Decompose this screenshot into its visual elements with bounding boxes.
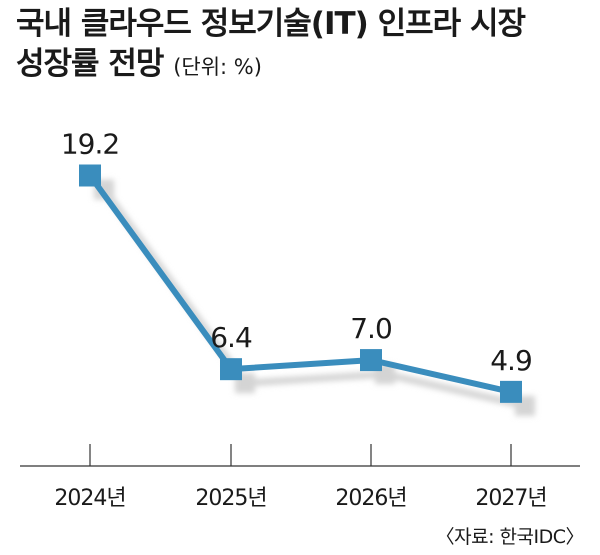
series-layer [79, 164, 522, 403]
data-label-3: 4.9 [490, 344, 532, 377]
title-line-1: 국내 클라우드 정보기술(IT) 인프라 시장 [16, 6, 526, 42]
x-tick-label-2: 2026년 [335, 486, 406, 511]
title-line-2: 성장률 전망 [16, 46, 164, 82]
data-label-1: 6.4 [210, 321, 252, 354]
x-axis: 2024년 2025년 2026년 2027년 [20, 444, 580, 511]
series-line [87, 173, 512, 395]
unit-label: (단위: %) [173, 55, 262, 79]
x-tick-label-0: 2024년 [54, 486, 125, 511]
data-point-3 [500, 380, 522, 403]
x-tick-label-1: 2025년 [195, 486, 266, 511]
data-label-0: 19.2 [61, 127, 119, 160]
source-note: 〈자료: 한국IDC〉 [435, 526, 585, 548]
data-label-2: 7.0 [350, 312, 392, 345]
label-layer: 19.2 6.4 7.0 4.9 [61, 127, 533, 377]
data-point-0 [79, 164, 101, 187]
data-point-1 [220, 358, 242, 381]
series-shadow [101, 187, 526, 410]
data-point-2 [360, 349, 382, 372]
x-tick-label-3: 2027년 [475, 486, 546, 511]
chart-title: 국내 클라우드 정보기술(IT) 인프라 시장 성장률 전망 (단위: %) [16, 4, 526, 87]
